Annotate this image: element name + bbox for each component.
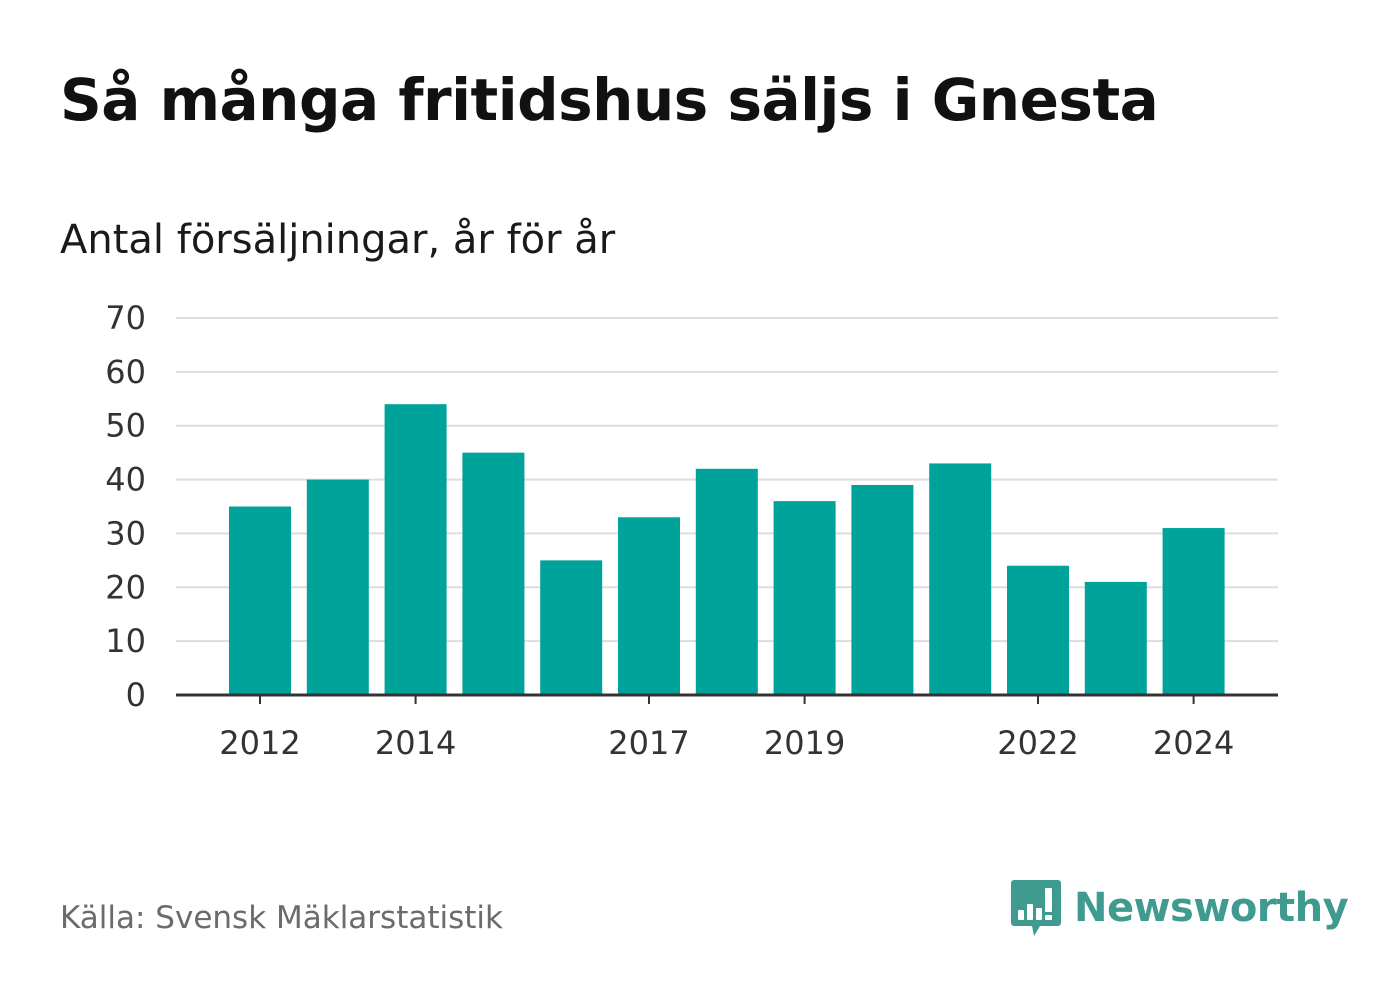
y-tick-label: 20 — [105, 568, 146, 606]
y-tick-label: 60 — [105, 353, 146, 391]
x-tick-label: 2014 — [375, 724, 456, 762]
y-tick-label: 50 — [105, 407, 146, 445]
x-axis-ticks: 2012 2014 2017 2019 2022 2024 — [219, 695, 1234, 762]
x-tick-label: 2017 — [608, 724, 689, 762]
bar-2021 — [929, 463, 992, 695]
bar-2023 — [1084, 581, 1147, 695]
bar-2020 — [851, 484, 914, 695]
brand-logo: Newsworthy — [1010, 878, 1349, 938]
bar-2018 — [695, 468, 758, 695]
chart-title: Så många fritidshus säljs i Gnesta — [60, 66, 1159, 134]
bars — [229, 404, 1225, 695]
x-tick-label: 2022 — [997, 724, 1078, 762]
x-tick-label: 2012 — [219, 724, 300, 762]
y-tick-label: 40 — [105, 461, 146, 499]
bar-2024 — [1162, 528, 1225, 695]
y-tick-label: 70 — [105, 299, 146, 337]
bar-2015 — [462, 452, 525, 695]
source-note: Källa: Svensk Mäklarstatistik — [60, 900, 503, 936]
y-tick-label: 0 — [126, 676, 146, 714]
bar-2022 — [1007, 565, 1069, 695]
bar-2012 — [229, 506, 291, 695]
bar-2017 — [618, 517, 680, 695]
bar-2016 — [540, 560, 603, 695]
bar-chart: 0 10 20 30 40 50 60 70 2012 2014 2017 2019 2022 2024 — [105, 299, 1278, 762]
chat-bar-chart-icon — [1011, 880, 1061, 936]
y-tick-label: 10 — [105, 622, 146, 660]
y-tick-label: 30 — [105, 514, 146, 552]
brand-name: Newsworthy — [1074, 885, 1349, 931]
bar-2019 — [773, 501, 836, 695]
x-tick-label: 2024 — [1153, 724, 1234, 762]
x-tick-label: 2019 — [764, 724, 845, 762]
y-axis-ticks: 0 10 20 30 40 50 60 70 — [105, 299, 146, 714]
chart-subtitle: Antal försäljningar, år för år — [60, 217, 616, 263]
bar-2014 — [384, 404, 447, 695]
bar-2013 — [306, 479, 369, 695]
